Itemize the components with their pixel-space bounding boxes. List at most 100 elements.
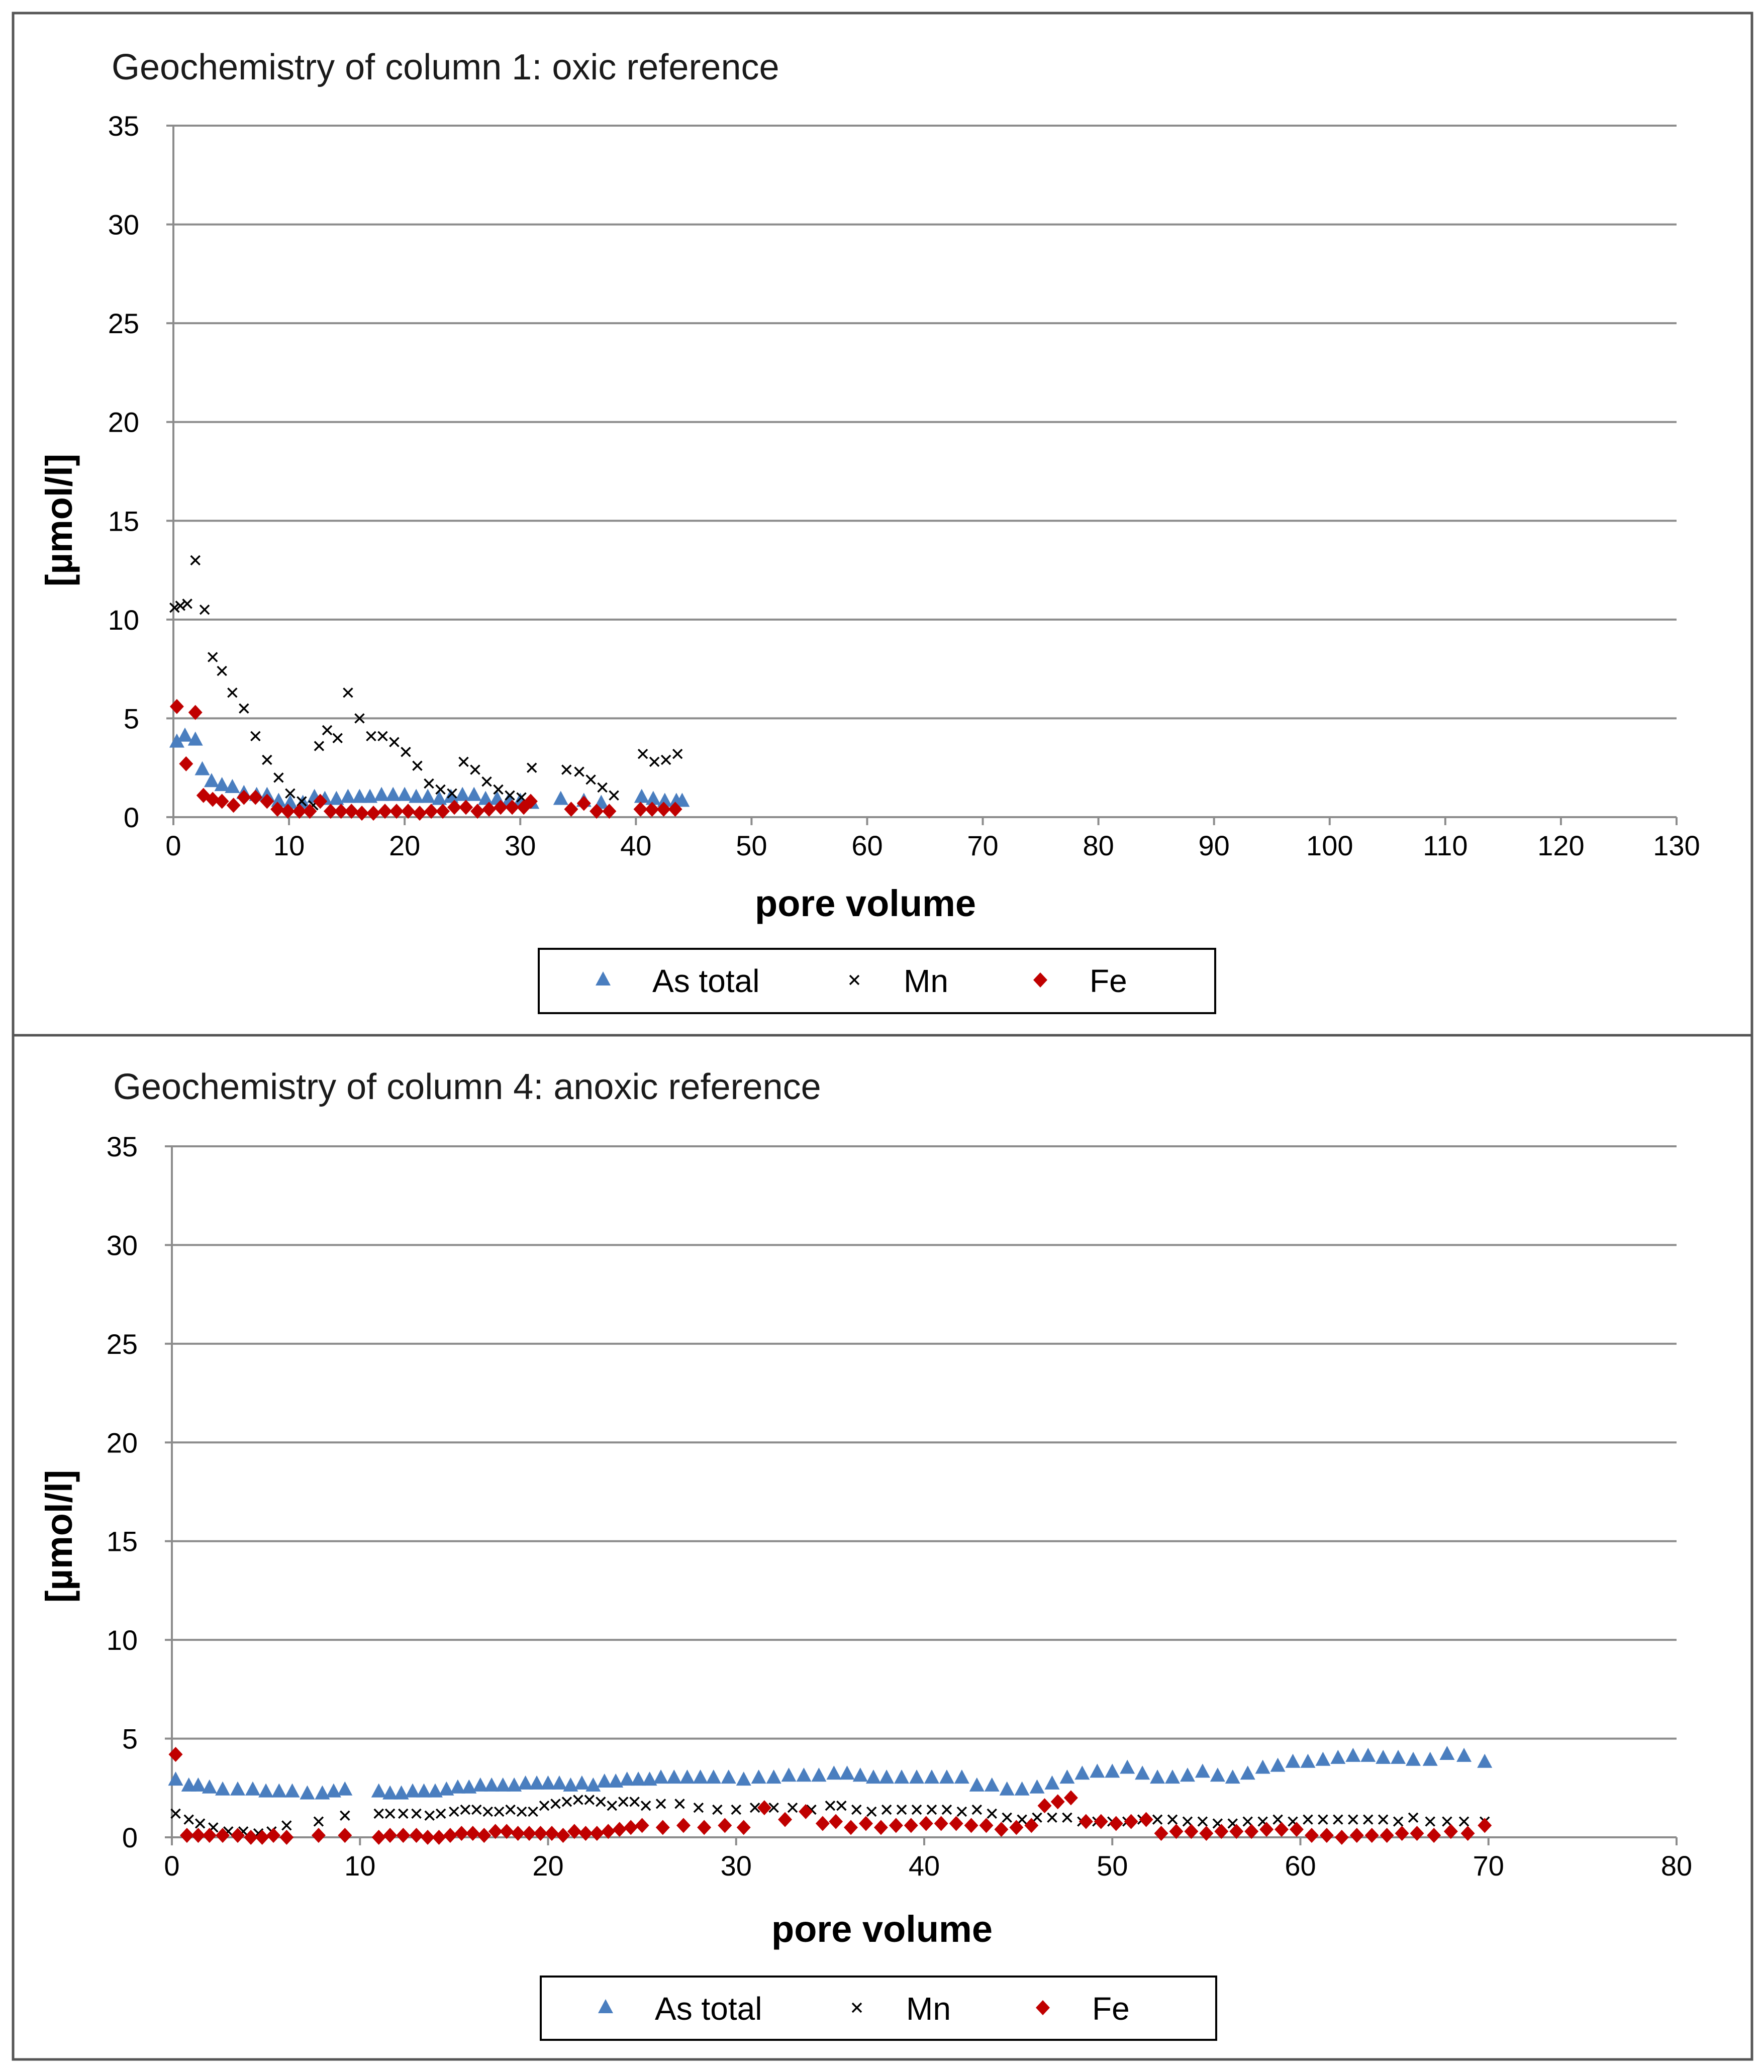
data-point bbox=[216, 1828, 230, 1843]
data-point bbox=[432, 791, 447, 805]
data-point bbox=[420, 788, 436, 803]
data-point bbox=[655, 1798, 666, 1809]
chart-title: Geochemistry of column 4: anoxic referen… bbox=[113, 1067, 821, 1107]
data-point bbox=[516, 1806, 527, 1817]
data-point bbox=[1364, 1828, 1379, 1843]
data-point bbox=[449, 1806, 459, 1817]
data-point bbox=[1169, 1824, 1184, 1839]
data-point bbox=[578, 1826, 593, 1841]
data-point bbox=[518, 1775, 533, 1790]
data-point bbox=[836, 1800, 847, 1811]
x-tick-label: 130 bbox=[1653, 830, 1700, 861]
data-point bbox=[602, 804, 617, 819]
data-point bbox=[1303, 1814, 1313, 1825]
data-point bbox=[227, 687, 238, 698]
data-point bbox=[373, 1808, 384, 1819]
data-point bbox=[505, 1804, 516, 1815]
data-point bbox=[495, 1777, 511, 1792]
data-point bbox=[329, 791, 344, 805]
data-point bbox=[1477, 1753, 1493, 1768]
data-point bbox=[865, 1769, 881, 1784]
data-point bbox=[787, 1802, 798, 1813]
data-point bbox=[258, 1783, 274, 1798]
data-point bbox=[460, 1804, 471, 1815]
data-point bbox=[1014, 1781, 1030, 1796]
legend-label: Mn bbox=[904, 963, 948, 999]
data-point bbox=[1240, 1765, 1255, 1780]
data-point bbox=[674, 793, 690, 807]
data-point bbox=[1285, 1753, 1301, 1768]
data-point bbox=[533, 1826, 548, 1841]
data-point bbox=[245, 1781, 260, 1796]
data-point bbox=[459, 800, 473, 815]
data-point bbox=[281, 1820, 292, 1831]
legend: As total Mn Fe bbox=[538, 948, 1216, 1014]
data-point bbox=[1391, 1749, 1406, 1764]
x-tick-label: 70 bbox=[967, 830, 998, 861]
data-point bbox=[1152, 1814, 1163, 1825]
data-point bbox=[829, 1814, 843, 1829]
data-point bbox=[323, 804, 338, 819]
data-point bbox=[561, 1797, 572, 1807]
data-point bbox=[279, 1830, 294, 1845]
data-point bbox=[1349, 1828, 1364, 1843]
data-point bbox=[736, 1820, 751, 1835]
data-point bbox=[266, 1828, 281, 1843]
data-point bbox=[465, 1826, 480, 1841]
data-point bbox=[190, 555, 201, 566]
x-tick-label: 80 bbox=[1083, 830, 1114, 861]
data-point bbox=[550, 1798, 561, 1809]
legend-label: As total bbox=[652, 963, 759, 999]
data-point bbox=[384, 1808, 396, 1819]
data-point bbox=[676, 1818, 691, 1833]
series-as-total bbox=[168, 1746, 1493, 1800]
data-point bbox=[642, 1771, 657, 1786]
data-point bbox=[576, 796, 591, 811]
data-point bbox=[493, 784, 504, 795]
data-point bbox=[170, 1808, 181, 1819]
x-tick-label: 0 bbox=[165, 830, 181, 861]
data-point bbox=[896, 1804, 907, 1815]
data-point bbox=[207, 652, 218, 662]
series-mn bbox=[169, 555, 683, 811]
data-point bbox=[183, 1814, 194, 1825]
data-point bbox=[169, 699, 184, 714]
data-point bbox=[1439, 1746, 1455, 1760]
chart-panel-column-1: Geochemistry of column 1: oxic reference… bbox=[12, 12, 1753, 1037]
y-tick-labels: 0 5 10 15 20 25 30 35 bbox=[107, 1131, 138, 1853]
data-point bbox=[1300, 1753, 1316, 1768]
data-point bbox=[1047, 1812, 1057, 1823]
y-tick-label: 5 bbox=[124, 703, 139, 734]
data-point bbox=[1135, 1765, 1150, 1780]
y-tick-label: 10 bbox=[108, 604, 139, 636]
data-point bbox=[567, 1824, 581, 1839]
data-point bbox=[1478, 1818, 1492, 1833]
data-point bbox=[260, 794, 274, 809]
data-point bbox=[168, 1771, 183, 1786]
data-point bbox=[488, 1824, 503, 1839]
data-point bbox=[607, 1800, 617, 1811]
data-point bbox=[362, 788, 378, 803]
data-point bbox=[1195, 1763, 1210, 1778]
data-point bbox=[413, 806, 427, 821]
data-point bbox=[939, 1769, 954, 1784]
data-point bbox=[230, 1828, 245, 1843]
data-point bbox=[337, 1781, 353, 1796]
data-point bbox=[1214, 1824, 1229, 1839]
triangle-marker bbox=[598, 1999, 613, 2013]
data-point bbox=[796, 1767, 812, 1782]
data-point bbox=[177, 727, 193, 742]
data-point bbox=[1360, 1747, 1376, 1762]
data-point bbox=[371, 1783, 386, 1798]
data-point bbox=[1105, 1763, 1120, 1778]
x-tick-label: 90 bbox=[1199, 830, 1230, 861]
data-point bbox=[1184, 1824, 1199, 1839]
data-point bbox=[194, 761, 210, 775]
data-point bbox=[481, 776, 492, 787]
x-tick-label: 20 bbox=[532, 1850, 563, 1882]
data-point bbox=[1180, 1767, 1195, 1782]
data-point bbox=[313, 794, 328, 809]
data-point bbox=[635, 1818, 649, 1833]
data-point bbox=[1074, 1765, 1090, 1780]
data-point bbox=[1242, 1816, 1253, 1827]
